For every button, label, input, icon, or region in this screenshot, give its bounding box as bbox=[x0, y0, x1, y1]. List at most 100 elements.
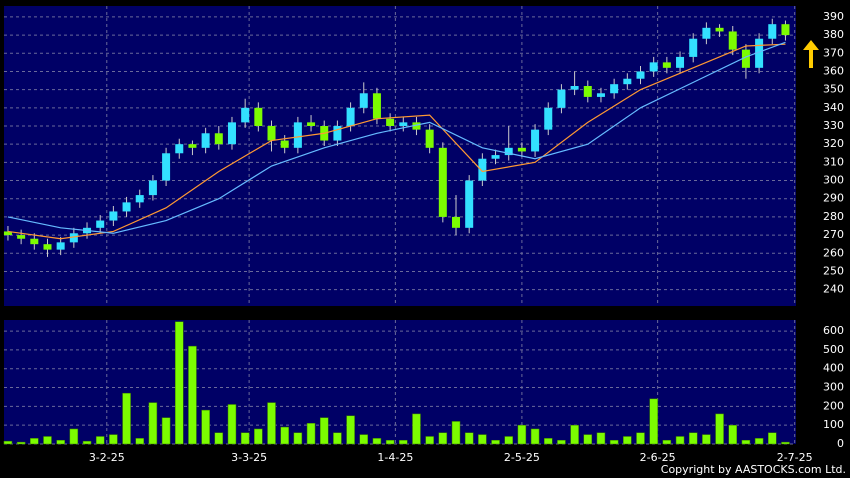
volume-bar bbox=[56, 439, 65, 445]
volume-bar bbox=[728, 424, 737, 445]
candle-body bbox=[452, 216, 461, 228]
candle-body bbox=[214, 133, 223, 145]
moving-average bbox=[7, 43, 786, 240]
candle-body bbox=[755, 38, 764, 68]
volume-bar bbox=[741, 439, 751, 445]
candle-body bbox=[781, 24, 790, 36]
candle-body bbox=[649, 62, 658, 72]
candle-body bbox=[689, 38, 698, 57]
y-tick-label: 240 bbox=[823, 283, 844, 296]
candle-body bbox=[715, 27, 724, 32]
candle-body bbox=[465, 180, 474, 228]
candle-body bbox=[570, 86, 579, 90]
volume-bar bbox=[609, 439, 619, 445]
x-tick-label: 2-5-25 bbox=[504, 451, 540, 464]
candle-body bbox=[3, 231, 12, 236]
y-tick-label: 270 bbox=[823, 228, 844, 241]
candle-body bbox=[399, 122, 408, 126]
volume-bar bbox=[333, 432, 342, 445]
candle-body bbox=[623, 78, 632, 85]
candle-body bbox=[517, 147, 526, 152]
volume-bar bbox=[781, 441, 790, 445]
copyright: Copyright by AASTOCKS.com Ltd. bbox=[661, 463, 846, 476]
candle-body bbox=[386, 118, 395, 126]
x-tick-label: 2-7-25 bbox=[777, 451, 813, 464]
volume-bar bbox=[583, 434, 593, 445]
candle-body bbox=[702, 27, 711, 39]
candle-body bbox=[504, 147, 513, 156]
volume-bar bbox=[504, 436, 513, 445]
candle-body bbox=[596, 93, 605, 97]
candle-body bbox=[162, 153, 171, 181]
y-tick-label: 360 bbox=[823, 64, 844, 77]
y-tick-label: 400 bbox=[823, 362, 844, 375]
volume-bar bbox=[596, 432, 606, 445]
candle-body bbox=[201, 133, 210, 148]
y-tick-label: 280 bbox=[823, 210, 844, 223]
candle-body bbox=[346, 107, 355, 126]
last-price-arrow bbox=[803, 40, 819, 68]
volume-bar bbox=[557, 439, 566, 445]
candle-body bbox=[372, 93, 381, 119]
volume-bar bbox=[188, 345, 197, 445]
volume-bar bbox=[530, 428, 540, 445]
candle-body bbox=[425, 129, 434, 148]
y-tick-label: 250 bbox=[823, 264, 844, 277]
y-tick-label: 310 bbox=[823, 155, 844, 168]
candle-body bbox=[175, 144, 184, 154]
volume-bar bbox=[82, 440, 92, 445]
volume-bar bbox=[148, 402, 158, 445]
candle-body bbox=[307, 122, 316, 126]
candle-body bbox=[438, 147, 447, 217]
volume-bar bbox=[754, 438, 764, 445]
volume-bar bbox=[385, 439, 395, 445]
volume-bar bbox=[254, 428, 263, 445]
candle-body bbox=[478, 158, 487, 181]
candle-body bbox=[728, 31, 737, 50]
volume-bar bbox=[227, 404, 237, 445]
volume-bar bbox=[636, 432, 645, 445]
candle-body bbox=[531, 129, 540, 152]
candle-body bbox=[544, 107, 553, 130]
candle-body bbox=[254, 107, 263, 126]
candle-body bbox=[96, 220, 105, 228]
volume-bar bbox=[662, 439, 672, 445]
candle-body bbox=[491, 155, 500, 159]
y-tick-label: 320 bbox=[823, 137, 844, 150]
candle-body bbox=[188, 144, 197, 148]
candle-body bbox=[676, 56, 685, 68]
volume-bar bbox=[319, 417, 329, 445]
candle-body bbox=[135, 195, 144, 203]
volume-bar bbox=[478, 434, 487, 445]
candle-body bbox=[557, 89, 566, 108]
y-tick-label: 200 bbox=[823, 399, 844, 412]
volume-bar bbox=[240, 432, 250, 445]
y-tick-label: 370 bbox=[823, 46, 844, 59]
candle-body bbox=[280, 140, 289, 148]
volume-bar bbox=[175, 321, 184, 445]
volume-bar bbox=[306, 423, 316, 445]
volume-bar bbox=[623, 436, 632, 445]
y-tick-label: 290 bbox=[823, 192, 844, 205]
price-panel bbox=[4, 6, 796, 306]
y-tick-label: 300 bbox=[823, 174, 844, 187]
candle-body bbox=[412, 122, 421, 130]
candle-body bbox=[610, 84, 619, 94]
y-tick-label: 380 bbox=[823, 28, 844, 41]
volume-bar bbox=[675, 436, 685, 445]
volume-bar bbox=[16, 441, 26, 445]
y-tick-label: 600 bbox=[823, 324, 844, 337]
y-tick-label: 340 bbox=[823, 101, 844, 114]
volume-bar bbox=[438, 432, 448, 445]
candle-body bbox=[267, 126, 276, 141]
volume-bar bbox=[517, 424, 527, 445]
volume-bar bbox=[715, 413, 724, 445]
volume-bar bbox=[161, 417, 171, 445]
volume-bar bbox=[359, 434, 369, 445]
candle-body bbox=[333, 126, 342, 141]
volume-bar bbox=[43, 436, 52, 445]
candle-body bbox=[56, 242, 65, 250]
volume-bar bbox=[293, 432, 303, 445]
